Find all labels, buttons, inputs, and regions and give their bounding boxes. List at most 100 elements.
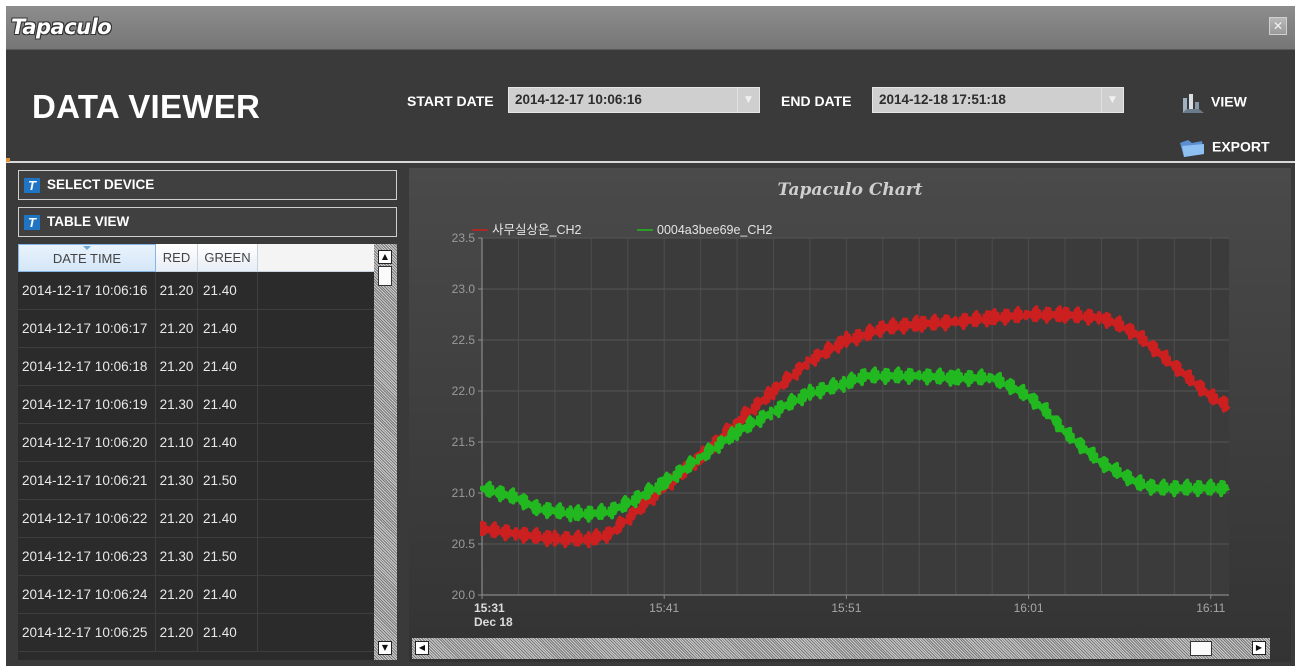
cell-datetime: 2014-12-17 10:06:21 xyxy=(18,462,156,500)
bar-chart-icon xyxy=(1182,94,1204,113)
cell-green: 21.40 xyxy=(198,614,258,652)
legend-label: 사무실상온_CH2 xyxy=(492,223,582,237)
table-row[interactable]: 2014-12-17 10:06:17 21.20 21.40 xyxy=(18,310,374,348)
cell-red: 21.30 xyxy=(156,538,198,576)
select-device-button[interactable]: T SELECT DEVICE xyxy=(18,170,397,200)
t-logo-icon: T xyxy=(24,215,40,230)
series-line-2 xyxy=(480,366,1230,523)
table-view-button[interactable]: T TABLE VIEW xyxy=(18,207,397,237)
cell-red: 21.10 xyxy=(156,424,198,462)
y-tick-label: 21.0 xyxy=(452,486,476,500)
cell-red: 21.20 xyxy=(156,348,198,386)
cell-datetime: 2014-12-17 10:06:25 xyxy=(18,614,156,652)
column-header-red[interactable]: RED xyxy=(156,244,198,272)
cell-datetime: 2014-12-17 10:06:17 xyxy=(18,310,156,348)
start-date-value: 2014-12-17 10:06:16 xyxy=(515,92,642,107)
cell-datetime: 2014-12-17 10:06:18 xyxy=(18,348,156,386)
start-date-label: START DATE xyxy=(407,93,494,109)
cell-green: 21.40 xyxy=(198,576,258,614)
legend-label: 0004a3bee69e_CH2 xyxy=(657,223,772,237)
chart-title: Tapaculo Chart xyxy=(777,180,923,200)
y-tick-label: 22.5 xyxy=(452,333,476,347)
x-tick-label: 15:51 xyxy=(831,601,861,615)
series-line-1 xyxy=(480,305,1231,549)
chart-panel: Tapaculo Chart 20.0 20.5 21.0 21.5 22.0 22.5 2… xyxy=(409,168,1291,662)
cell-red: 21.30 xyxy=(156,462,198,500)
x-date-label: Dec 18 xyxy=(474,615,513,629)
scroll-left-icon[interactable]: ◀ xyxy=(415,641,429,655)
line-chart: 20.0 20.5 21.0 21.5 22.0 22.5 23.0 23.5 15:31 15:… xyxy=(452,223,1231,629)
cell-red: 21.30 xyxy=(156,386,198,424)
table-row[interactable]: 2014-12-17 10:06:19 21.30 21.40 xyxy=(18,386,374,424)
column-header-label: DATE TIME xyxy=(52,251,122,266)
table-row[interactable]: 2014-12-17 10:06:22 21.20 21.40 xyxy=(18,500,374,538)
table-row[interactable]: 2014-12-17 10:06:18 21.20 21.40 xyxy=(18,348,374,386)
y-tick-label: 23.5 xyxy=(452,231,476,245)
view-label: VIEW xyxy=(1211,93,1247,110)
scroll-right-icon[interactable]: ▶ xyxy=(1252,641,1266,655)
y-tick-label: 20.5 xyxy=(452,537,476,551)
column-header-filler xyxy=(258,244,374,272)
x-tick-label: 16:11 xyxy=(1196,601,1225,615)
chevron-down-icon[interactable]: ▼ xyxy=(1101,88,1123,112)
table-body: 2014-12-17 10:06:16 21.20 21.40 2014-12-17 … xyxy=(18,272,374,652)
column-header-green[interactable]: GREEN xyxy=(198,244,258,272)
app-logo: Tapaculo xyxy=(11,15,112,39)
cell-datetime: 2014-12-17 10:06:16 xyxy=(18,272,156,310)
close-button[interactable]: ✕ xyxy=(1269,17,1287,35)
view-button[interactable]: VIEW xyxy=(1181,92,1247,114)
x-tick-label: 15:41 xyxy=(649,601,679,615)
header-bar: DATA VIEWER START DATE 2014-12-17 10:06:… xyxy=(6,50,1295,163)
folder-icon xyxy=(1180,140,1204,157)
cell-green: 21.40 xyxy=(198,386,258,424)
cell-red: 21.20 xyxy=(156,272,198,310)
y-tick-label: 20.0 xyxy=(452,588,476,602)
table-view-label: TABLE VIEW xyxy=(47,214,130,229)
chevron-down-icon[interactable]: ▼ xyxy=(737,88,759,112)
table-row[interactable]: 2014-12-17 10:06:23 21.30 21.50 xyxy=(18,538,374,576)
y-tick-label: 23.0 xyxy=(452,282,476,296)
sort-indicator-icon xyxy=(83,246,91,250)
cell-green: 21.40 xyxy=(198,424,258,462)
app-window: Tapaculo ✕ DATA VIEWER START DATE 2014-1… xyxy=(6,6,1295,666)
end-date-value: 2014-12-18 17:51:18 xyxy=(879,92,1006,107)
y-tick-label: 22.0 xyxy=(452,384,476,398)
scroll-track[interactable] xyxy=(374,244,397,660)
cell-red: 21.20 xyxy=(156,576,198,614)
cell-green: 21.50 xyxy=(198,538,258,576)
left-panel: T SELECT DEVICE T TABLE VIEW DATE TIME R… xyxy=(18,168,397,660)
cell-green: 21.40 xyxy=(198,500,258,538)
scroll-thumb[interactable] xyxy=(1190,641,1212,656)
scroll-thumb[interactable] xyxy=(378,266,392,286)
x-tick-label: 15:31 xyxy=(474,601,505,615)
cell-datetime: 2014-12-17 10:06:24 xyxy=(18,576,156,614)
cell-datetime: 2014-12-17 10:06:23 xyxy=(18,538,156,576)
cell-green: 21.40 xyxy=(198,348,258,386)
title-bar: Tapaculo ✕ xyxy=(6,6,1295,50)
start-date-select[interactable]: 2014-12-17 10:06:16 ▼ xyxy=(508,87,760,113)
table-row[interactable]: 2014-12-17 10:06:24 21.20 21.40 xyxy=(18,576,374,614)
table-row[interactable]: 2014-12-17 10:06:21 21.30 21.50 xyxy=(18,462,374,500)
y-tick-label: 21.5 xyxy=(452,435,476,449)
select-device-label: SELECT DEVICE xyxy=(47,177,155,192)
export-button[interactable]: EXPORT xyxy=(1178,138,1270,158)
cell-green: 21.40 xyxy=(198,272,258,310)
page-title: DATA VIEWER xyxy=(32,88,261,125)
column-header-datetime[interactable]: DATE TIME xyxy=(18,244,156,272)
cell-green: 21.40 xyxy=(198,310,258,348)
horizontal-scrollbar[interactable]: ◀ ▶ xyxy=(412,638,1270,659)
table-row[interactable]: 2014-12-17 10:06:20 21.10 21.40 xyxy=(18,424,374,462)
scroll-track[interactable] xyxy=(412,638,1270,659)
end-date-select[interactable]: 2014-12-18 17:51:18 ▼ xyxy=(872,87,1124,113)
table-row[interactable]: 2014-12-17 10:06:16 21.20 21.40 xyxy=(18,272,374,310)
cell-datetime: 2014-12-17 10:06:22 xyxy=(18,500,156,538)
edge-marker xyxy=(6,158,10,162)
scroll-up-icon[interactable]: ▲ xyxy=(378,250,392,264)
header-divider xyxy=(6,161,1295,163)
cell-red: 21.20 xyxy=(156,310,198,348)
vertical-scrollbar[interactable]: ▲ ▼ xyxy=(374,244,397,660)
export-label: EXPORT xyxy=(1212,138,1270,155)
t-logo-icon: T xyxy=(24,178,40,193)
table-row[interactable]: 2014-12-17 10:06:25 21.20 21.40 xyxy=(18,614,374,652)
scroll-down-icon[interactable]: ▼ xyxy=(378,641,392,655)
